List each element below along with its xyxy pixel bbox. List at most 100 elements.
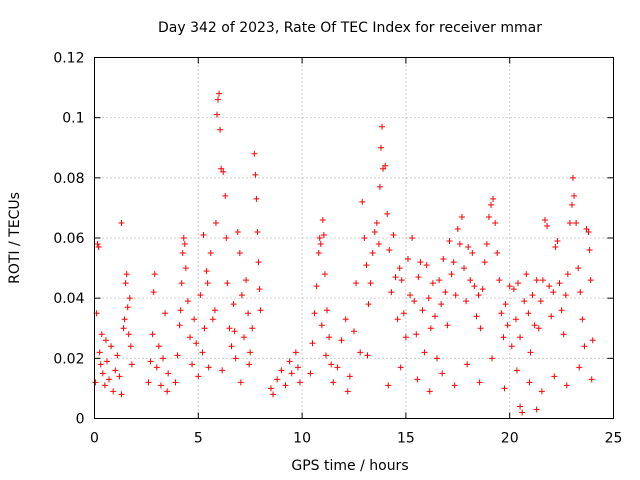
y-tick-label: 0.02 <box>53 351 84 367</box>
data-point <box>550 289 557 296</box>
data-point <box>334 364 341 371</box>
data-point <box>512 316 519 323</box>
data-point <box>101 382 108 389</box>
data-point <box>519 409 526 416</box>
data-point <box>473 313 480 320</box>
data-point <box>563 382 570 389</box>
data-point <box>571 192 578 199</box>
data-point <box>371 228 378 235</box>
data-point <box>228 343 235 350</box>
data-point <box>230 301 237 308</box>
data-point <box>203 268 210 275</box>
data-point <box>367 280 374 287</box>
data-point <box>278 367 285 374</box>
data-point <box>189 361 196 368</box>
data-point <box>222 192 229 199</box>
data-point <box>219 367 226 374</box>
data-point <box>126 295 133 302</box>
data-point <box>99 370 106 377</box>
data-point <box>315 250 322 257</box>
data-point <box>217 126 224 133</box>
chart-title: Day 342 of 2023, Rate Of TEC Index for r… <box>158 20 542 36</box>
data-point <box>485 213 492 220</box>
data-point <box>451 382 458 389</box>
data-point <box>502 301 509 308</box>
data-point <box>442 289 449 296</box>
data-point <box>128 361 135 368</box>
data-point <box>313 283 320 290</box>
data-point <box>577 289 584 296</box>
data-point <box>379 123 386 130</box>
data-point <box>415 274 422 281</box>
data-point <box>176 322 183 329</box>
data-point <box>309 340 316 347</box>
data-point <box>552 244 559 251</box>
data-point <box>417 259 424 266</box>
data-point <box>125 331 132 338</box>
data-point <box>178 280 185 287</box>
data-point <box>515 280 522 287</box>
data-point <box>318 322 325 329</box>
data-point <box>488 201 495 208</box>
data-point <box>539 277 546 284</box>
data-point <box>236 250 243 257</box>
data-point <box>193 340 200 347</box>
data-point <box>525 310 532 317</box>
data-point <box>102 337 109 344</box>
data-point <box>426 388 433 395</box>
data-point <box>521 298 528 305</box>
data-point <box>386 247 393 254</box>
data-point <box>174 352 181 359</box>
data-point <box>252 171 259 178</box>
data-point <box>145 379 152 386</box>
data-point <box>120 325 127 332</box>
data-point <box>375 241 382 248</box>
data-point <box>165 370 172 377</box>
data-point <box>324 307 331 314</box>
data-point <box>92 379 99 386</box>
data-point <box>191 316 198 323</box>
data-point <box>506 283 513 290</box>
data-point <box>363 262 370 269</box>
data-point <box>564 271 571 278</box>
y-tick-label: 0.06 <box>53 231 84 247</box>
data-point <box>510 286 517 293</box>
data-point <box>254 228 261 235</box>
data-point <box>558 307 565 314</box>
data-point <box>481 259 488 266</box>
data-point <box>400 310 407 317</box>
data-point <box>326 334 333 341</box>
data-point <box>461 265 468 272</box>
data-point <box>477 325 484 332</box>
data-point <box>220 168 227 175</box>
data-point <box>118 219 125 226</box>
data-point <box>508 343 515 350</box>
data-point <box>237 379 244 386</box>
data-point <box>513 367 520 374</box>
data-point <box>122 280 129 287</box>
data-point <box>440 256 447 263</box>
data-point <box>467 277 474 284</box>
data-points <box>92 90 596 416</box>
data-point <box>96 349 103 356</box>
data-point <box>253 195 260 202</box>
data-point <box>576 364 583 371</box>
x-tick-label: 20 <box>501 431 519 447</box>
data-point <box>294 364 301 371</box>
data-point <box>316 235 323 241</box>
data-point <box>155 343 162 350</box>
data-point <box>538 388 545 395</box>
data-point <box>157 382 164 389</box>
data-point <box>361 235 368 241</box>
data-point <box>342 316 349 323</box>
data-point <box>402 334 409 341</box>
data-point <box>251 150 258 157</box>
data-point <box>164 388 171 395</box>
data-point <box>483 241 490 248</box>
data-point <box>501 385 508 392</box>
y-tick-label: 0.04 <box>53 291 84 307</box>
data-point <box>238 292 245 299</box>
data-point <box>359 198 366 205</box>
data-point <box>568 201 575 208</box>
